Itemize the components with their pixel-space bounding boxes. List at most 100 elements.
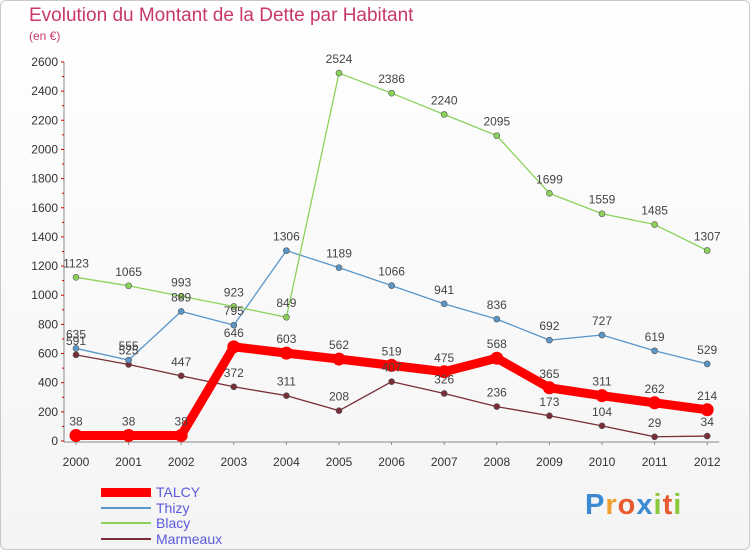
data-label-blacy: 2386 (378, 72, 405, 86)
data-label-marmeaux: 372 (224, 366, 244, 380)
data-label-talcy: 365 (539, 367, 559, 381)
data-label-talcy: 562 (329, 338, 349, 352)
data-label-thizy: 836 (487, 298, 507, 312)
data-label-blacy: 993 (171, 275, 191, 289)
x-tick-label: 2008 (483, 455, 510, 469)
data-point-thizy (546, 336, 553, 344)
data-point-marmeaux (598, 422, 606, 430)
data-label-marmeaux: 525 (119, 343, 139, 357)
data-point-talcy (385, 358, 399, 372)
legend-label: TALCY (156, 484, 201, 500)
data-label-blacy: 1559 (589, 193, 616, 207)
y-tick-label: 1800 (31, 172, 58, 186)
data-point-thizy (72, 345, 80, 352)
data-label-talcy: 311 (592, 375, 611, 389)
data-point-talcy (332, 352, 346, 366)
data-point-blacy (703, 247, 711, 254)
data-label-thizy: 1306 (273, 230, 300, 244)
data-point-blacy (546, 190, 553, 197)
legend-swatch (101, 506, 151, 509)
y-tick-label: 1200 (31, 259, 58, 273)
data-point-talcy (648, 396, 662, 410)
legend-label: Blacy (156, 515, 191, 531)
data-point-talcy (700, 403, 714, 417)
data-label-thizy: 692 (539, 319, 559, 333)
logo-letter: P (585, 489, 606, 521)
data-label-marmeaux: 104 (592, 405, 612, 419)
data-point-thizy (493, 315, 501, 323)
logo-letter: o (617, 489, 637, 521)
data-point-blacy (125, 282, 132, 290)
data-label-marmeaux: 326 (434, 372, 454, 386)
x-tick-label: 2009 (536, 455, 563, 469)
y-tick-label: 1600 (31, 201, 58, 215)
data-label-blacy: 2524 (326, 52, 353, 66)
data-point-talcy (542, 381, 556, 395)
data-label-talcy: 262 (645, 382, 665, 396)
x-tick-label: 2012 (694, 455, 721, 469)
data-label-marmeaux: 208 (329, 390, 349, 404)
data-point-talcy (69, 428, 83, 442)
data-label-talcy: 646 (224, 326, 244, 340)
data-point-thizy (125, 356, 132, 364)
data-point-thizy (598, 331, 606, 339)
y-tick-label: 200 (38, 405, 58, 419)
chart-title: Evolution du Montant de la Dette par Hab… (29, 5, 414, 26)
data-point-talcy (174, 428, 188, 442)
data-label-blacy: 2095 (483, 115, 510, 129)
data-label-marmeaux: 29 (648, 416, 662, 430)
data-label-thizy: 941 (434, 283, 454, 297)
data-label-marmeaux: 311 (277, 375, 296, 389)
data-point-blacy (230, 303, 238, 310)
y-tick-label: 0 (51, 434, 58, 448)
y-tick-label: 600 (38, 347, 58, 361)
data-point-talcy (595, 389, 609, 403)
data-label-talcy: 38 (69, 414, 83, 428)
logo-letter: i (673, 489, 683, 521)
y-tick-label: 1000 (31, 288, 58, 302)
data-label-thizy: 555 (119, 339, 139, 353)
x-tick-label: 2010 (589, 455, 616, 469)
data-label-talcy: 603 (276, 332, 296, 346)
data-point-marmeaux (335, 407, 343, 414)
data-label-marmeaux: 173 (539, 395, 559, 409)
data-label-marmeaux: 591 (66, 334, 86, 348)
data-point-blacy (440, 111, 448, 118)
data-label-marmeaux: 236 (487, 386, 507, 400)
x-tick-label: 2001 (115, 455, 142, 469)
x-tick-label: 2011 (642, 455, 668, 469)
data-point-marmeaux (72, 351, 80, 359)
data-point-talcy (227, 340, 241, 354)
x-tick-label: 2000 (63, 455, 90, 469)
chart-subtitle: (en €) (29, 29, 61, 43)
data-label-blacy: 923 (224, 285, 244, 299)
data-point-marmeaux (703, 432, 711, 440)
data-point-blacy (283, 313, 290, 321)
data-point-blacy (651, 221, 658, 228)
x-tick-label: 2006 (378, 455, 405, 469)
y-tick-label: 2000 (31, 142, 58, 156)
data-point-blacy (335, 69, 343, 77)
y-tick-label: 1400 (31, 230, 58, 244)
data-label-thizy: 619 (645, 330, 665, 344)
x-tick-label: 2003 (220, 455, 247, 469)
data-label-talcy: 38 (122, 414, 136, 428)
data-point-blacy (493, 132, 501, 139)
legend-swatch (101, 487, 151, 497)
data-point-thizy (335, 264, 343, 271)
legend-swatch (101, 522, 151, 524)
data-point-marmeaux (651, 433, 658, 441)
data-label-talcy: 214 (697, 389, 717, 403)
data-point-thizy (388, 282, 395, 289)
data-label-talcy: 475 (434, 351, 454, 365)
data-label-marmeaux: 34 (701, 415, 715, 429)
data-label-thizy: 635 (66, 327, 86, 341)
data-label-marmeaux: 447 (171, 355, 191, 369)
data-point-marmeaux (177, 372, 185, 380)
data-label-thizy: 795 (224, 304, 244, 318)
data-point-blacy (388, 89, 395, 97)
data-label-marmeaux: 407 (382, 361, 402, 375)
data-label-talcy: 519 (382, 344, 402, 358)
data-point-blacy (598, 210, 606, 218)
